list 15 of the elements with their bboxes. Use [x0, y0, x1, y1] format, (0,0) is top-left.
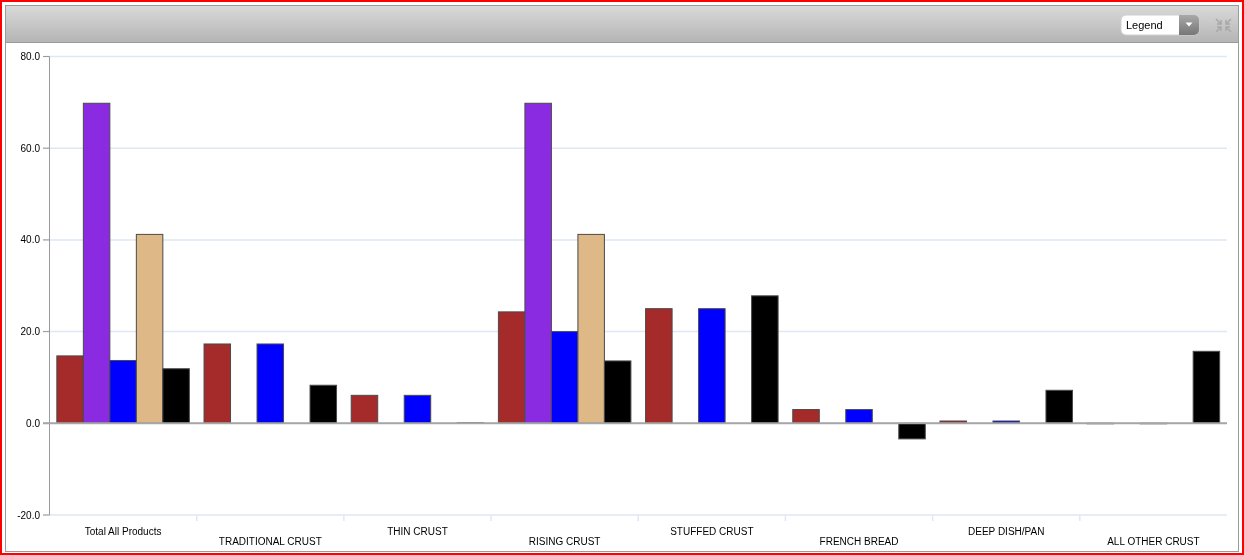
x-tick-label: DEEP DISH/PAN: [968, 526, 1045, 537]
y-tick-label: -20.0: [17, 509, 41, 521]
x-tick-label: THIN CRUST: [387, 526, 448, 537]
x-tick-label: FRENCH BREAD: [819, 536, 899, 547]
y-tick-label: 20.0: [20, 326, 41, 338]
y-tick-label: 0.0: [26, 417, 41, 429]
y-tick-label: 80.0: [20, 51, 41, 62]
x-tick-label: RISING CRUST: [528, 536, 601, 547]
y-tick-label: 40.0: [20, 234, 41, 246]
x-tick-label: STUFFED CRUST: [670, 526, 754, 537]
x-tick-label: ALL OTHER CRUST: [1107, 536, 1200, 547]
y-tick-label: 60.0: [20, 142, 41, 154]
legend-dropdown: Legend: [1120, 14, 1200, 36]
x-tick-label: Total All Products: [84, 526, 162, 537]
x-tick-label: TRADITIONAL CRUST: [218, 536, 322, 547]
